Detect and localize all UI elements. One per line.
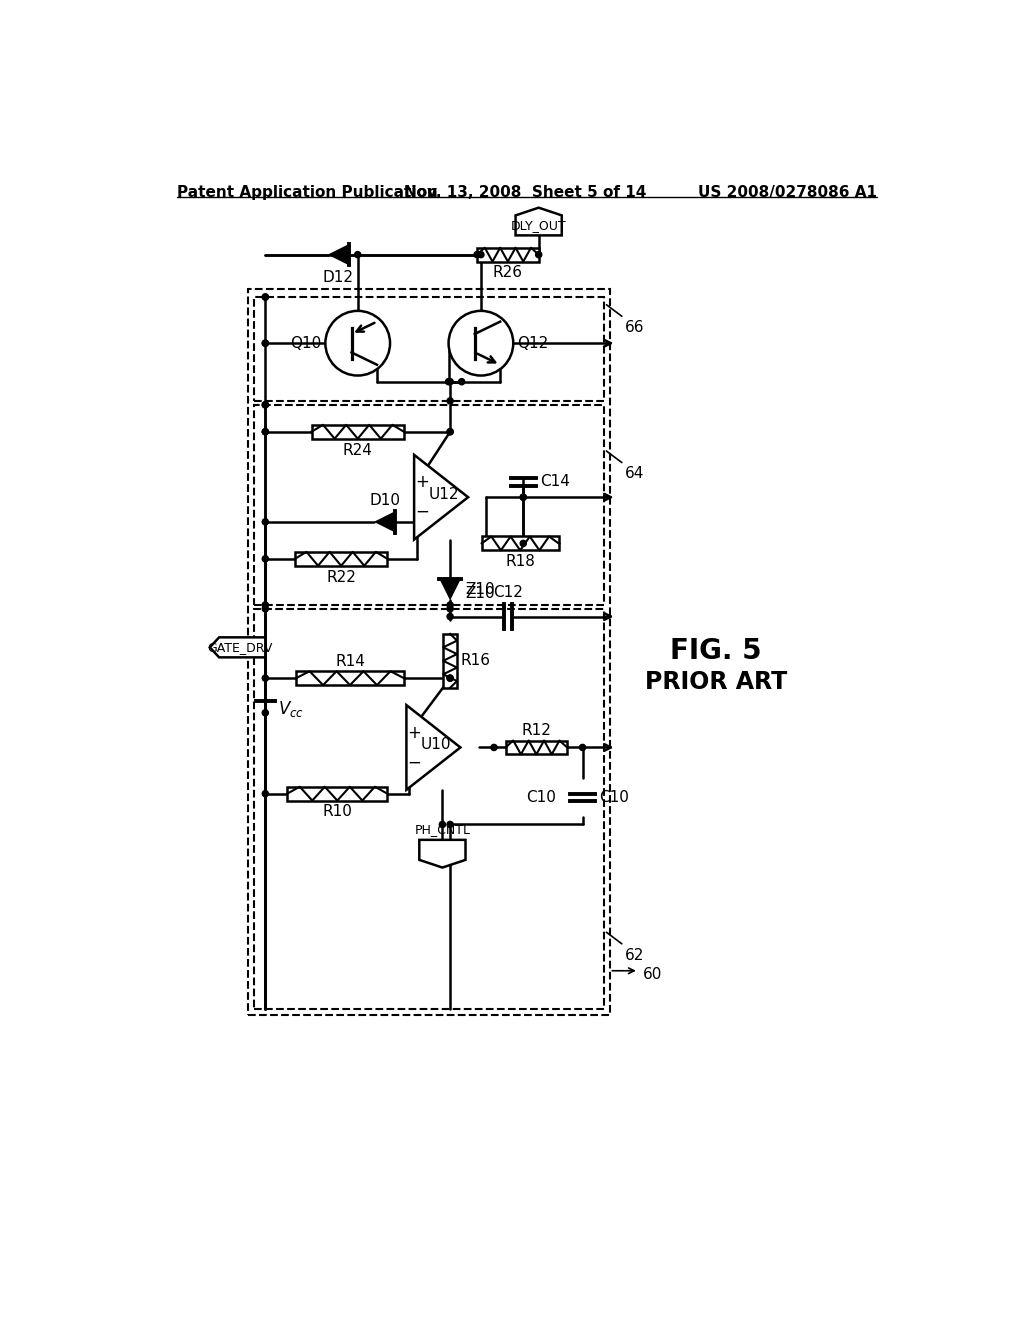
Text: 66: 66: [625, 321, 644, 335]
Text: R22: R22: [327, 570, 356, 585]
Text: DLY_OUT: DLY_OUT: [511, 219, 566, 232]
Bar: [506, 741, 567, 755]
Circle shape: [262, 519, 268, 525]
Text: Patent Application Publication: Patent Application Publication: [177, 185, 437, 201]
Polygon shape: [419, 840, 466, 867]
Circle shape: [262, 675, 268, 681]
Circle shape: [354, 252, 360, 257]
Text: 62: 62: [625, 948, 644, 962]
Text: R26: R26: [493, 265, 523, 280]
Bar: [248, 289, 609, 1015]
Circle shape: [447, 429, 454, 434]
Text: Nov. 13, 2008  Sheet 5 of 14: Nov. 13, 2008 Sheet 5 of 14: [403, 185, 646, 201]
Bar: [254, 405, 604, 605]
Circle shape: [262, 341, 268, 346]
Polygon shape: [414, 455, 468, 540]
Text: R24: R24: [343, 442, 373, 458]
Text: +: +: [415, 474, 429, 491]
Text: 60: 60: [643, 968, 662, 982]
Text: R12: R12: [521, 723, 551, 738]
Circle shape: [520, 494, 526, 500]
Circle shape: [447, 821, 454, 828]
Text: +: +: [408, 723, 421, 742]
Circle shape: [439, 821, 445, 828]
Text: U10: U10: [421, 737, 452, 752]
Circle shape: [262, 429, 268, 434]
Circle shape: [447, 606, 454, 612]
Circle shape: [262, 710, 268, 715]
Text: −: −: [415, 503, 429, 521]
Circle shape: [262, 556, 268, 562]
Circle shape: [326, 312, 390, 376]
Bar: [254, 297, 604, 401]
Polygon shape: [407, 705, 461, 789]
Bar: [481, 536, 559, 550]
Circle shape: [536, 252, 542, 257]
Bar: [477, 248, 539, 261]
Text: Z10: Z10: [466, 586, 496, 601]
Circle shape: [447, 397, 454, 404]
Text: PH_CNTL: PH_CNTL: [415, 824, 470, 837]
Polygon shape: [328, 244, 349, 265]
Text: R18: R18: [505, 554, 536, 569]
Bar: [296, 672, 403, 685]
Circle shape: [474, 252, 480, 257]
Text: R16: R16: [461, 653, 490, 668]
Circle shape: [445, 379, 452, 385]
Circle shape: [262, 294, 268, 300]
Text: R10: R10: [323, 804, 352, 820]
Text: C14: C14: [541, 474, 570, 490]
Circle shape: [520, 494, 526, 500]
Text: Q12: Q12: [517, 335, 548, 351]
Polygon shape: [374, 511, 395, 533]
Text: GATE_DRV: GATE_DRV: [207, 640, 272, 653]
Text: US 2008/0278086 A1: US 2008/0278086 A1: [698, 185, 878, 201]
Text: C10: C10: [525, 789, 556, 805]
Text: R14: R14: [335, 653, 365, 669]
Text: Z10: Z10: [466, 582, 496, 597]
Circle shape: [262, 602, 268, 609]
Polygon shape: [439, 579, 461, 601]
Circle shape: [262, 429, 268, 434]
Circle shape: [447, 675, 454, 681]
Circle shape: [449, 312, 513, 376]
Text: PRIOR ART: PRIOR ART: [645, 671, 786, 694]
Bar: [254, 609, 604, 1010]
Circle shape: [262, 294, 268, 300]
Circle shape: [262, 401, 268, 408]
Circle shape: [478, 252, 484, 257]
Circle shape: [580, 744, 586, 751]
Circle shape: [447, 379, 454, 385]
Circle shape: [262, 606, 268, 612]
Text: D10: D10: [370, 492, 400, 508]
Bar: [295, 552, 387, 566]
Bar: [443, 634, 457, 688]
Bar: [288, 787, 387, 800]
Circle shape: [447, 675, 454, 681]
Text: C10: C10: [599, 789, 630, 805]
Circle shape: [459, 379, 465, 385]
Text: D12: D12: [323, 271, 354, 285]
Circle shape: [490, 744, 497, 751]
Text: FIG. 5: FIG. 5: [670, 638, 762, 665]
Circle shape: [262, 401, 268, 408]
Bar: [311, 425, 403, 438]
Circle shape: [447, 602, 454, 609]
Circle shape: [447, 614, 454, 619]
Polygon shape: [515, 207, 562, 235]
Text: 64: 64: [625, 466, 644, 482]
Circle shape: [262, 791, 268, 797]
Circle shape: [447, 429, 454, 434]
Circle shape: [520, 540, 526, 546]
Circle shape: [262, 341, 268, 346]
Polygon shape: [210, 638, 265, 657]
Text: $V_{cc}$: $V_{cc}$: [278, 700, 304, 719]
Text: Q10: Q10: [290, 335, 322, 351]
Text: −: −: [408, 754, 421, 771]
Text: C12: C12: [493, 585, 523, 601]
Text: U12: U12: [429, 487, 459, 502]
